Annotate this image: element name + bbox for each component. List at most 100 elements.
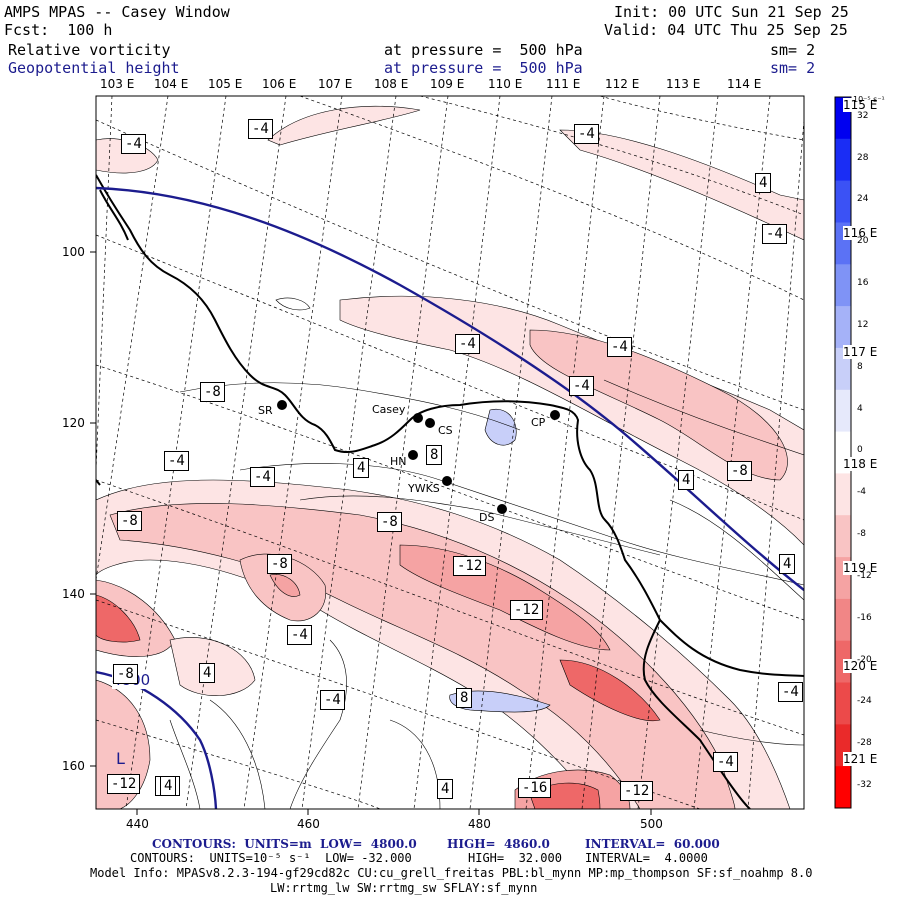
contour-label: -8 <box>117 511 142 531</box>
footer-height-contours: CONTOURS: UNITS=m LOW= 4800.0 <box>152 837 417 851</box>
lon-label: 103 E <box>100 77 135 91</box>
colorbar-swatch <box>835 180 851 223</box>
valid-time: Valid: 04 UTC Thu 25 Sep 25 <box>604 21 848 39</box>
station-label-ds: DS <box>479 511 495 524</box>
colorbar-swatch <box>835 389 851 433</box>
footer-vorticity-high: HIGH= 32.000 <box>468 851 562 865</box>
lon-label-right: 118 E <box>843 457 878 471</box>
y-axis-label: 140 <box>62 587 85 601</box>
y-axis-label: 120 <box>62 416 85 430</box>
contour-label: -12 <box>453 556 487 576</box>
contour-label: -4 <box>574 124 599 144</box>
low-pressure-label: L <box>116 749 125 768</box>
colorbar-swatch <box>835 515 851 558</box>
colorbar-swatch <box>835 306 851 349</box>
contour-label: -8 <box>267 554 292 574</box>
contour-label: -4 <box>164 451 189 471</box>
footer-height-interval: INTERVAL= 60.000 <box>585 837 720 851</box>
contour-label: 8 <box>426 445 443 465</box>
field2-smoothing: sm= 2 <box>770 59 816 77</box>
contour-label: 4 <box>755 173 772 193</box>
colorbar-tick: 16 <box>857 278 869 288</box>
contour-label: 4 <box>678 470 695 490</box>
colorbar-swatch <box>835 598 851 642</box>
field2-level: at pressure = 500 hPa <box>384 59 583 77</box>
footer-model-info-2: LW:rrtmg_lw SW:rrtmg_sw SFLAY:sf_mynn <box>270 881 538 895</box>
contour-label: 4 <box>160 776 177 796</box>
x-axis-label: 440 <box>126 817 149 831</box>
contour-label: -8 <box>200 382 225 402</box>
contour-label: -4 <box>607 337 632 357</box>
field1-name: Relative vorticity <box>8 41 171 59</box>
lon-label: 113 E <box>666 77 701 91</box>
contour-label: -12 <box>510 600 544 620</box>
contour-label: -16 <box>518 778 552 798</box>
y-axis-label: 100 <box>62 245 85 259</box>
lon-label: 109 E <box>430 77 465 91</box>
colorbar-tick: -16 <box>857 613 872 623</box>
station-label-ywks: YWKS <box>408 482 440 495</box>
contour-label: -4 <box>250 467 275 487</box>
station-label-casey: Casey <box>372 403 406 416</box>
lon-label: 106 E <box>262 77 297 91</box>
contour-label: -4 <box>713 752 738 772</box>
station-dot-sr <box>277 400 287 410</box>
colorbar-tick: -12 <box>857 571 872 581</box>
colorbar-tick: 24 <box>857 194 869 204</box>
contour-label: -4 <box>121 134 146 154</box>
contour-label: 4 <box>437 779 454 799</box>
lon-label: 114 E <box>727 77 762 91</box>
forecast-hour: Fcst: 100 h <box>4 21 113 39</box>
contour-label: -12 <box>107 774 141 794</box>
station-label-hn: HN <box>390 455 407 468</box>
x-axis-label: 480 <box>468 817 491 831</box>
station-dot-ds <box>497 504 507 514</box>
colorbar-tick: 28 <box>857 153 869 163</box>
contour-label: -8 <box>377 512 402 532</box>
contour-label: 4 <box>779 554 796 574</box>
colorbar-tick: 8 <box>857 362 863 372</box>
contour-label: 4 <box>353 458 370 478</box>
x-axis-label: 460 <box>297 817 320 831</box>
lon-label: 104 E <box>154 77 189 91</box>
colorbar-tick: 20 <box>857 236 869 246</box>
station-dot-cs <box>425 418 435 428</box>
footer-vorticity-contours: CONTOURS: UNITS=10⁻⁵ s⁻¹ LOW= -32.000 <box>130 851 412 865</box>
lon-label-right: 115 E <box>843 98 878 112</box>
station-label-sr: SR <box>258 404 273 417</box>
colorbar-tick: -8 <box>857 529 866 539</box>
contour-label: -4 <box>778 682 803 702</box>
field1-level: at pressure = 500 hPa <box>384 41 583 59</box>
colorbar-tick: 0 <box>857 445 863 455</box>
station-markers <box>277 400 560 514</box>
axis-ticks <box>90 251 652 815</box>
colorbar-tick: -28 <box>857 738 872 748</box>
colorbar-tick: -4 <box>857 487 866 497</box>
colorbar-swatch <box>835 766 851 809</box>
footer-model-info: Model Info: MPASv8.2.3-194-gf29cd82c CU:… <box>90 866 813 880</box>
lon-label-right: 117 E <box>843 345 878 359</box>
station-dot-ywks <box>442 476 452 486</box>
colorbar-tick: 4 <box>857 404 863 414</box>
colorbar-tick: -32 <box>857 780 872 790</box>
lon-label-right: 119 E <box>843 561 878 575</box>
lon-label-right: 116 E <box>843 226 878 240</box>
contour-label: 4 <box>199 663 216 683</box>
colorbar-tick: 12 <box>857 320 869 330</box>
footer-height-high: HIGH= 4860.0 <box>447 837 550 851</box>
colorbar-tick: -24 <box>857 696 872 706</box>
lon-label-right: 120 E <box>843 659 878 673</box>
y-axis-label: 160 <box>62 759 85 773</box>
colorbar-swatch <box>835 473 851 516</box>
contour-label: -8 <box>113 664 138 684</box>
lon-label: 107 E <box>318 77 353 91</box>
contour-label: -4 <box>762 224 787 244</box>
colorbar-swatch <box>835 264 851 307</box>
contour-label: 8 <box>456 688 473 708</box>
contour-label: -4 <box>320 690 345 710</box>
colorbar-tick: -20 <box>857 655 872 665</box>
init-time: Init: 00 UTC Sun 21 Sep 25 <box>614 3 849 21</box>
field1-smoothing: sm= 2 <box>770 41 816 59</box>
contour-label: -4 <box>569 376 594 396</box>
